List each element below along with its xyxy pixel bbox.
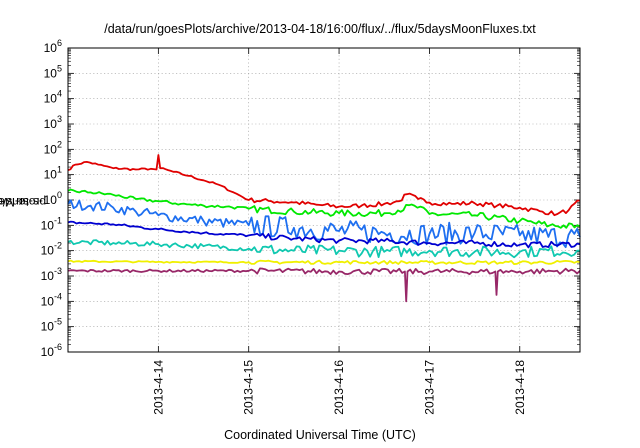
y-tick-label: 100 [44, 190, 62, 207]
x-tick-label: 2013-4-18 [513, 360, 527, 415]
y-tick-label: 104 [44, 89, 62, 106]
plot-frame [67, 47, 581, 353]
series-line-4 [67, 220, 581, 249]
y-tick-label: 10-6 [41, 342, 62, 359]
y-tick-label: 105 [44, 63, 62, 80]
x-tick-label: 2013-4-16 [332, 360, 346, 415]
y-tick-label: 106 [44, 38, 62, 55]
series-line-5 [67, 239, 581, 259]
series-line-7 [67, 267, 581, 303]
series-line-3 [67, 199, 581, 249]
y-tick-label: 10-4 [41, 291, 62, 308]
series-line-6 [67, 259, 581, 265]
series-line-2 [67, 188, 581, 229]
y-tick-label: 10-3 [41, 266, 62, 283]
x-tick-label: 2013-4-15 [242, 360, 256, 415]
y-tick-label: 101 [44, 165, 62, 182]
chart-title: /data/run/goesPlots/archive/2013-04-18/1… [104, 22, 536, 36]
x-tick-label: 2013-4-14 [151, 360, 165, 415]
y-tick-label: 102 [44, 139, 62, 156]
x-tick-label: 2013-4-17 [422, 360, 436, 415]
y-tick-label: 10-2 [41, 241, 62, 258]
y-tick-label: 10-1 [41, 215, 62, 232]
series-line-1 [67, 154, 581, 217]
y-tick-label: 10-5 [41, 317, 62, 334]
x-axis-label: Coordinated Universal Time (UTC) [224, 428, 416, 442]
y-tick-label: 103 [44, 114, 62, 131]
